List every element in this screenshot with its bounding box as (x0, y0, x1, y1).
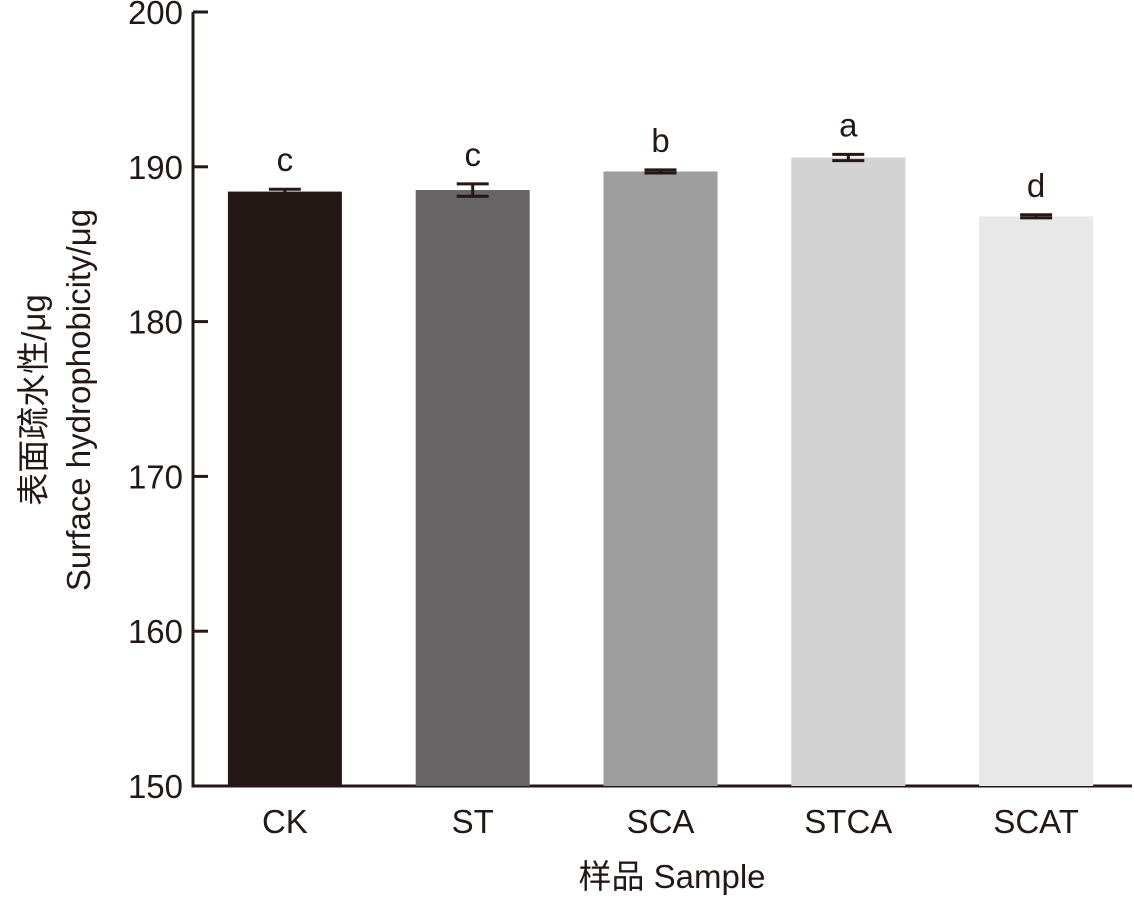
significance-label-scat: d (1027, 167, 1045, 204)
x-tick-label-ck: CK (262, 803, 308, 840)
x-tick-label-st: ST (452, 803, 494, 840)
y-axis-title-en: Surface hydrophobicity/μg (60, 209, 97, 591)
bar-st (415, 190, 530, 786)
x-tick-label-scat: SCAT (993, 803, 1079, 840)
significance-label-sca: b (651, 122, 669, 159)
y-tick-label-160: 160 (128, 613, 183, 650)
y-tick-label-180: 180 (128, 304, 183, 341)
bar-sca (603, 171, 718, 787)
y-tick-label-170: 170 (128, 458, 183, 495)
y-tick-label-200: 200 (128, 0, 183, 31)
x-tick-label-stca: STCA (804, 803, 892, 840)
y-axis-title-cn: 表面疏水性/μg (15, 294, 52, 506)
bar-ck (227, 191, 342, 786)
labels: c CK c ST b SCA a STCA d SCAT (262, 106, 1079, 840)
bar-stca (791, 157, 906, 787)
bars (227, 152, 1094, 787)
x-tick-label-sca: SCA (627, 803, 695, 840)
significance-label-st: c (464, 136, 481, 173)
y-tick-label-150: 150 (128, 768, 183, 805)
bar-scat (979, 216, 1094, 786)
x-axis-title: 样品 Sample (578, 858, 765, 895)
significance-label-stca: a (839, 106, 858, 143)
y-tick-label-190: 190 (128, 149, 183, 186)
axes: 150 160 170 180 190 200 (128, 0, 1132, 805)
significance-label-ck: c (277, 141, 294, 178)
